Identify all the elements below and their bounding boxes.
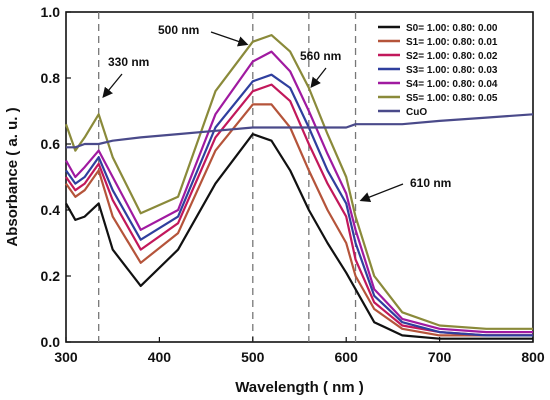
- legend-label-5: S5= 1.00: 0.80: 0.05: [406, 93, 498, 104]
- annotation-arrow-2: [310, 67, 327, 89]
- series-line-0: [65, 133, 533, 340]
- series-line-4: [65, 50, 533, 334]
- legend-label-1: S1= 1.00: 0.80: 0.01: [406, 37, 498, 48]
- y-tick-label-4: 0.8: [41, 70, 61, 86]
- legend-label-2: S2= 1.00: 0.80: 0.02: [406, 51, 498, 62]
- annotation-label-0: 330 nm: [108, 55, 149, 69]
- x-tick-label-0: 300: [54, 349, 78, 365]
- x-axis-ticks: 300 400 500 600 700 800: [54, 337, 545, 365]
- legend-label-3: S3= 1.00: 0.80: 0.03: [406, 65, 498, 76]
- annotation-arrow-3: [359, 183, 404, 203]
- series-line-2: [65, 83, 533, 337]
- x-tick-label-2: 500: [241, 349, 265, 365]
- series-line-3: [65, 73, 533, 337]
- series-line-1: [65, 103, 533, 337]
- reference-lines: [98, 12, 357, 342]
- legend-label-6: CuO: [406, 107, 427, 118]
- y-tick-label-2: 0.4: [41, 202, 61, 218]
- y-axis-title: Absorbance ( a. u. ): [4, 107, 21, 246]
- annotation-arrow-0: [102, 73, 123, 99]
- annotation-label-3: 610 nm: [410, 176, 451, 190]
- y-tick-label-1: 0.2: [41, 268, 61, 284]
- series-line-5: [64, 33, 533, 330]
- x-tick-label-3: 600: [335, 349, 359, 365]
- y-tick-label-5: 1.0: [41, 4, 61, 20]
- annotation-label-1: 500 nm: [158, 23, 199, 37]
- x-axis-title: Wavelength ( nm ): [235, 379, 364, 396]
- y-axis-ticks: 0.0 0.2 0.4 0.6 0.8 1.0: [41, 4, 71, 350]
- x-tick-label-5: 800: [521, 349, 545, 365]
- peak-annotations: 330 nm 500 nm 560 nm 610 nm: [102, 23, 451, 203]
- legend-label-4: S4= 1.00: 0.80: 0.04: [406, 79, 498, 90]
- x-tick-label-4: 700: [428, 349, 452, 365]
- x-tick-label-1: 400: [148, 349, 172, 365]
- legend-label-0: S0= 1.00: 0.80: 0.00: [406, 23, 498, 34]
- legend: S0= 1.00: 0.80: 0.00 S1= 1.00: 0.80: 0.01…: [378, 23, 498, 118]
- annotation-label-2: 560 nm: [300, 49, 341, 63]
- y-tick-label-0: 0.0: [41, 334, 61, 350]
- annotation-arrow-1: [210, 31, 249, 47]
- series-line-6: [66, 113, 534, 149]
- y-tick-label-3: 0.6: [41, 136, 61, 152]
- series-layer: [64, 33, 534, 340]
